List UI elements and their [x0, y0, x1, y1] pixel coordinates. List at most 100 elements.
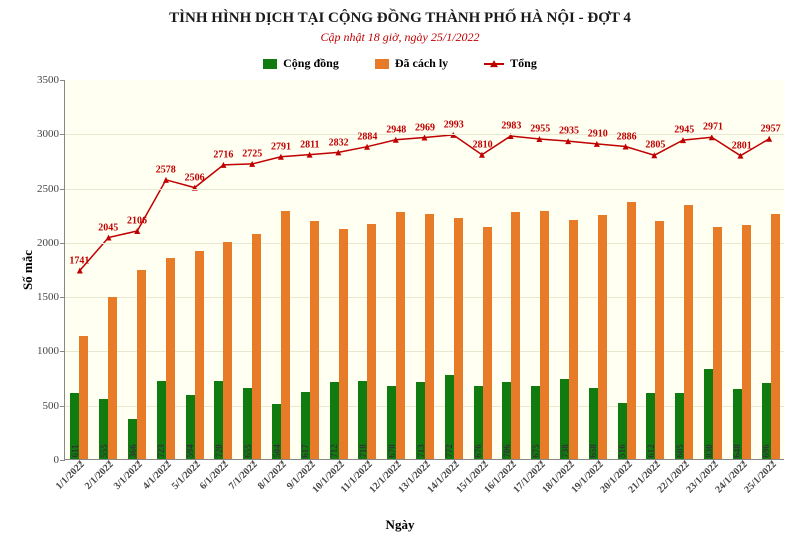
bar-da-cach-ly [195, 251, 204, 459]
plot-area: 05001000150020002500300035006111/1/20225… [64, 80, 784, 460]
bar-group [733, 225, 751, 459]
ytick-label: 1500 [37, 291, 65, 303]
bar-group [186, 251, 204, 459]
bar-da-cach-ly [223, 242, 232, 459]
bar-group [301, 221, 319, 459]
bar-da-cach-ly [540, 211, 549, 459]
bar-da-cach-ly [771, 214, 780, 459]
bar-value-label: 612 [646, 444, 656, 458]
legend: Cộng đồng Đã cách ly Tổng [0, 56, 800, 71]
bar-group [99, 297, 117, 459]
bar-value-label: 366 [128, 444, 138, 458]
line-value-label: 2993 [444, 120, 464, 131]
bar-da-cach-ly [684, 205, 693, 459]
bar-value-label: 712 [329, 444, 339, 458]
xtick-label: 8/1/2022 [256, 459, 289, 492]
line-value-label: 2805 [645, 140, 665, 151]
x-axis-label: Ngày [386, 517, 415, 533]
line-value-label: 2971 [703, 122, 723, 133]
line-value-label: 2886 [617, 131, 637, 142]
line-value-label: 2716 [213, 150, 233, 161]
bar-value-label: 594 [185, 444, 195, 458]
bar-value-label: 713 [416, 444, 426, 458]
bar-value-label: 555 [99, 444, 109, 458]
bar-group [445, 218, 463, 459]
legend-item: Tổng [484, 56, 537, 71]
bar-value-label: 617 [300, 444, 310, 458]
bar-da-cach-ly [713, 227, 722, 459]
bar-da-cach-ly [655, 221, 664, 459]
gridline [65, 189, 784, 190]
bar-value-label: 696 [761, 444, 771, 458]
bar-value-label: 670 [387, 444, 397, 458]
bar-group [560, 220, 578, 459]
line-value-label: 2945 [674, 125, 694, 136]
legend-item: Đã cách ly [375, 56, 448, 71]
line-value-label: 2791 [271, 142, 291, 153]
line-value-label: 2957 [761, 124, 781, 135]
line-swatch [484, 63, 504, 65]
bar-group [128, 270, 146, 459]
bar-group [618, 202, 636, 459]
line-value-label: 1741 [69, 256, 89, 267]
bar-da-cach-ly [454, 218, 463, 459]
bar-value-label: 720 [214, 444, 224, 458]
bar-group [474, 227, 492, 459]
bar-swatch [375, 59, 389, 69]
bar-value-label: 675 [531, 444, 541, 458]
bar-da-cach-ly [137, 270, 146, 459]
ytick-label: 3500 [37, 74, 65, 86]
chart-title: TÌNH HÌNH DỊCH TẠI CỘNG ĐỒNG THÀNH PHỐ H… [0, 10, 800, 27]
bar-group [502, 212, 520, 459]
line-value-label: 2884 [357, 131, 377, 142]
bar-value-label: 516 [617, 444, 627, 458]
bar-group [243, 234, 261, 459]
bar-value-label: 706 [502, 444, 512, 458]
bar-value-label: 504 [272, 444, 282, 458]
bar-value-label: 723 [156, 444, 166, 458]
bar-value-label: 658 [588, 444, 598, 458]
line-value-label: 2810 [473, 140, 493, 151]
ytick-label: 500 [43, 400, 66, 412]
bar-value-label: 830 [704, 444, 714, 458]
bar-da-cach-ly [425, 214, 434, 459]
line-value-label: 2106 [127, 216, 147, 227]
bar-da-cach-ly [598, 215, 607, 460]
bar-value-label: 676 [473, 444, 483, 458]
bar-da-cach-ly [108, 297, 117, 459]
ytick-label: 3000 [37, 128, 65, 140]
bar-value-label: 611 [70, 444, 80, 457]
xtick-label: 7/1/2022 [227, 459, 260, 492]
xtick-label: 6/1/2022 [198, 459, 231, 492]
ytick-label: 2000 [37, 237, 65, 249]
legend-label: Đã cách ly [395, 56, 448, 71]
legend-label: Cộng đồng [283, 56, 339, 71]
bar-da-cach-ly [252, 234, 261, 459]
chart-subtitle: Cập nhật 18 giờ, ngày 25/1/2022 [0, 30, 800, 45]
legend-item: Cộng đồng [263, 56, 339, 71]
bar-da-cach-ly [367, 224, 376, 459]
line-value-label: 2969 [415, 122, 435, 133]
line-value-label: 2948 [386, 125, 406, 136]
bar-value-label: 718 [358, 444, 368, 458]
line-value-label: 2801 [732, 140, 752, 151]
bar-da-cach-ly [483, 227, 492, 459]
bar-group [531, 211, 549, 459]
bar-da-cach-ly [281, 211, 290, 459]
line-value-label: 2955 [530, 124, 550, 135]
xtick-label: 5/1/2022 [169, 459, 202, 492]
bar-group [214, 242, 232, 459]
bar-da-cach-ly [166, 258, 175, 459]
bar-group [387, 212, 405, 459]
line-value-label: 2578 [156, 165, 176, 176]
bar-group [675, 205, 693, 459]
xtick-label: 3/1/2022 [112, 459, 145, 492]
line-value-label: 2811 [300, 139, 319, 150]
bar-group [762, 214, 780, 459]
ytick-label: 0 [54, 454, 66, 466]
line-value-label: 2935 [559, 126, 579, 137]
xtick-label: 2/1/2022 [83, 459, 116, 492]
bar-group [704, 227, 722, 459]
bar-group [330, 229, 348, 459]
bar-swatch [263, 59, 277, 69]
